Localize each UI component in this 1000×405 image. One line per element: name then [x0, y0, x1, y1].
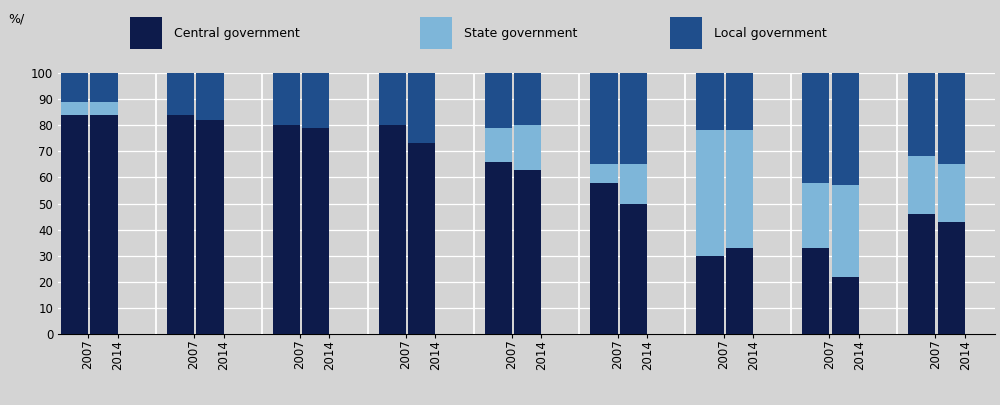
Bar — [590, 183, 618, 334]
Bar — [832, 185, 859, 277]
Bar — [726, 248, 753, 334]
Bar — [908, 73, 935, 156]
Bar — [802, 73, 829, 183]
Bar — [273, 125, 300, 334]
Bar — [130, 17, 162, 49]
Bar — [590, 164, 618, 183]
Bar — [514, 170, 541, 334]
Bar — [61, 102, 88, 115]
Bar — [485, 162, 512, 334]
Bar — [696, 130, 724, 256]
Bar — [90, 115, 118, 334]
Bar — [485, 73, 512, 128]
Bar — [938, 222, 965, 334]
Bar — [408, 73, 435, 143]
Bar — [90, 73, 118, 102]
Bar — [726, 73, 753, 130]
Bar — [302, 73, 329, 128]
Bar — [302, 128, 329, 334]
Text: %/: %/ — [8, 12, 24, 25]
Bar — [514, 73, 541, 125]
Bar — [196, 73, 224, 120]
Bar — [167, 115, 194, 334]
Bar — [938, 164, 965, 222]
Bar — [832, 73, 859, 185]
Bar — [802, 248, 829, 334]
Bar — [590, 73, 618, 164]
Text: State government: State government — [464, 27, 577, 40]
Bar — [670, 17, 702, 49]
Text: Local government: Local government — [714, 27, 827, 40]
Bar — [908, 156, 935, 214]
Bar — [832, 277, 859, 334]
Bar — [514, 125, 541, 170]
Text: Central government: Central government — [174, 27, 300, 40]
Bar — [485, 128, 512, 162]
Bar — [696, 73, 724, 130]
Bar — [273, 73, 300, 125]
Bar — [802, 183, 829, 248]
Bar — [379, 73, 406, 125]
Bar — [90, 102, 118, 115]
Bar — [408, 143, 435, 334]
Bar — [167, 73, 194, 115]
Bar — [620, 203, 647, 334]
Bar — [726, 130, 753, 248]
Bar — [379, 125, 406, 334]
Bar — [420, 17, 452, 49]
Bar — [620, 164, 647, 203]
Bar — [938, 73, 965, 164]
Bar — [61, 115, 88, 334]
Bar — [196, 120, 224, 334]
Bar — [908, 214, 935, 334]
Bar — [620, 73, 647, 164]
Bar — [61, 73, 88, 102]
Bar — [696, 256, 724, 334]
